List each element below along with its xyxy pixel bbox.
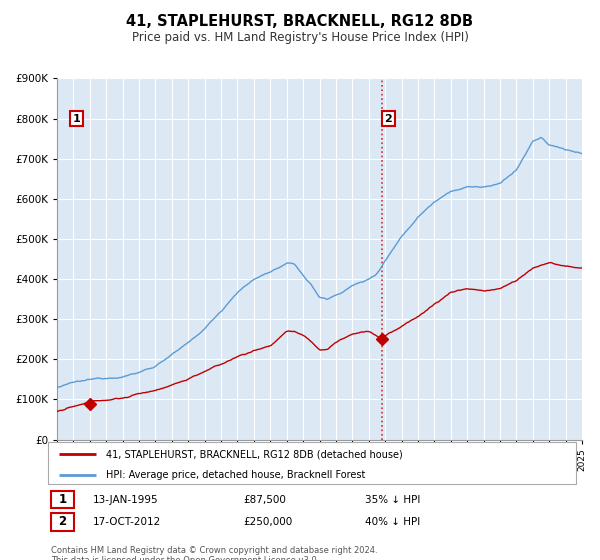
FancyBboxPatch shape [50,491,74,508]
Text: £87,500: £87,500 [244,494,286,505]
Text: 13-JAN-1995: 13-JAN-1995 [93,494,158,505]
Text: 1: 1 [73,114,80,124]
Text: 35% ↓ HPI: 35% ↓ HPI [365,494,420,505]
Text: 1: 1 [58,493,67,506]
FancyBboxPatch shape [48,442,576,484]
Text: Price paid vs. HM Land Registry's House Price Index (HPI): Price paid vs. HM Land Registry's House … [131,31,469,44]
Text: 41, STAPLEHURST, BRACKNELL, RG12 8DB: 41, STAPLEHURST, BRACKNELL, RG12 8DB [127,14,473,29]
FancyBboxPatch shape [50,513,74,531]
Text: HPI: Average price, detached house, Bracknell Forest: HPI: Average price, detached house, Brac… [106,470,365,480]
Text: 17-OCT-2012: 17-OCT-2012 [93,517,161,527]
Text: 40% ↓ HPI: 40% ↓ HPI [365,517,420,527]
Text: £250,000: £250,000 [244,517,293,527]
Text: 2: 2 [58,515,67,529]
Text: 2: 2 [385,114,392,124]
Text: Contains HM Land Registry data © Crown copyright and database right 2024.
This d: Contains HM Land Registry data © Crown c… [51,546,377,560]
Text: 41, STAPLEHURST, BRACKNELL, RG12 8DB (detached house): 41, STAPLEHURST, BRACKNELL, RG12 8DB (de… [106,449,403,459]
